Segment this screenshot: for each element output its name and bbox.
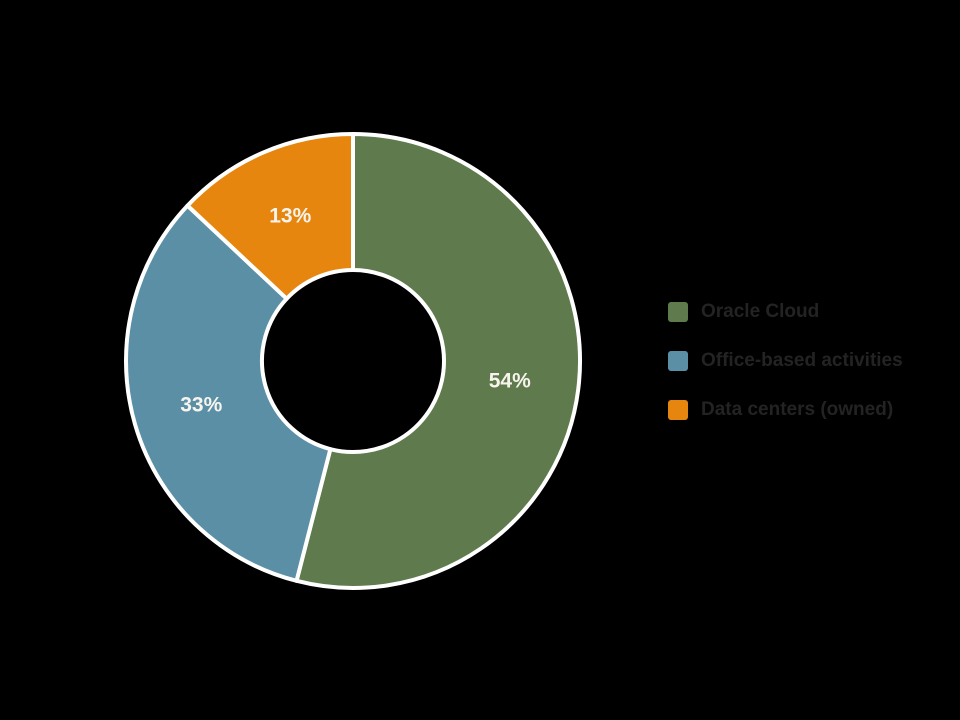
pie-slice-oracle-cloud [294,132,582,590]
legend-swatch-office-based-activities [668,351,688,371]
legend-item-office-based-activities: Office-based activities [668,350,903,371]
legend-swatch-data-centers-owned [668,400,688,420]
slice-value-label-office-based-activities: 33% [180,394,222,417]
slice-value-label-oracle-cloud: 54% [489,369,531,392]
pie-slice-office-based-activities [124,203,333,583]
legend-swatch-oracle-cloud [668,302,688,322]
legend: Oracle Cloud Office-based activities Dat… [668,301,903,420]
slice-value-label-data-centers-owned: 13% [269,204,311,227]
legend-item-oracle-cloud: Oracle Cloud [668,301,903,322]
legend-label-office-based-activities: Office-based activities [701,350,903,371]
legend-item-data-centers-owned: Data centers (owned) [668,399,903,420]
legend-label-oracle-cloud: Oracle Cloud [701,301,820,322]
pie-slice-data-centers-owned [185,132,355,301]
legend-label-data-centers-owned: Data centers (owned) [701,399,894,420]
